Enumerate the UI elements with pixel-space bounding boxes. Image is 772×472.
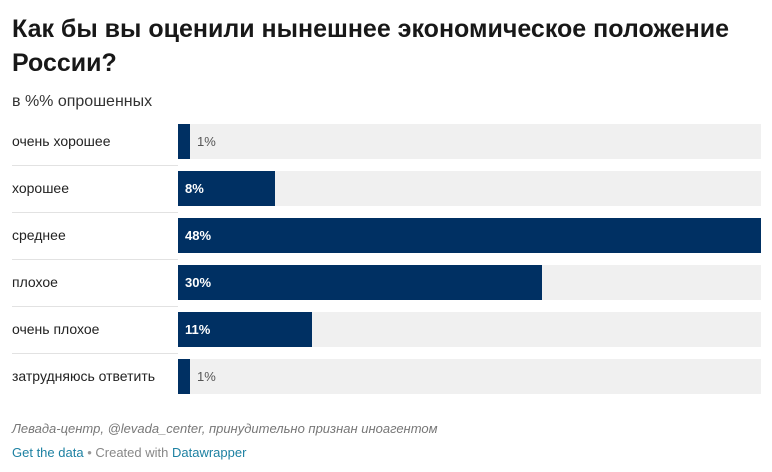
value-label: 8%	[185, 181, 204, 196]
get-data-link[interactable]: Get the data	[12, 445, 84, 460]
value-label: 48%	[185, 228, 212, 243]
category-label: очень хорошее	[12, 133, 111, 149]
bar-row: плохое 30%	[0, 265, 772, 307]
category-label: среднее	[12, 227, 66, 243]
source-note: Левада-центр, @levada_center, принудител…	[12, 421, 438, 436]
bar-row: среднее 48%	[0, 218, 772, 260]
bar	[178, 265, 542, 300]
bar-track: 30%	[178, 265, 761, 300]
bar-row: очень плохое 11%	[0, 312, 772, 354]
row-separator	[12, 212, 178, 213]
category-label: хорошее	[12, 180, 70, 196]
bar	[178, 124, 190, 159]
category-label: очень плохое	[12, 321, 100, 337]
bar-track: 11%	[178, 312, 761, 347]
category-label: затрудняюсь ответить	[12, 368, 156, 384]
bar-track: 8%	[178, 171, 761, 206]
footer-separator: •	[87, 445, 92, 460]
bar-row: хорошее 8%	[0, 171, 772, 213]
bar	[178, 171, 275, 206]
datawrapper-link[interactable]: Datawrapper	[171, 445, 247, 460]
bar-row: затрудняюсь ответить 1%	[0, 359, 772, 394]
row-separator	[12, 165, 178, 166]
row-separator	[12, 259, 178, 260]
value-label: 30%	[185, 275, 212, 290]
footer: Get the data • Created with Datawrapper	[12, 445, 246, 460]
bar-track: 1%	[178, 124, 761, 159]
bar	[178, 218, 761, 253]
value-label: 1%	[197, 134, 216, 149]
bar-row: очень хорошее 1%	[0, 124, 772, 166]
row-separator	[12, 353, 178, 354]
value-label: 11%	[185, 322, 211, 337]
bar-track: 1%	[178, 359, 761, 394]
row-separator	[12, 306, 178, 307]
created-with-text: Created with	[95, 445, 169, 460]
chart-title: Как бы вы оценили нынешнее экономическое…	[12, 15, 730, 77]
bar-track: 48%	[178, 218, 761, 253]
category-label: плохое	[12, 274, 58, 290]
bar	[178, 359, 190, 394]
bar	[178, 312, 312, 347]
value-label: 1%	[197, 369, 216, 384]
chart-subtitle: в %% опрошенных	[12, 93, 153, 110]
